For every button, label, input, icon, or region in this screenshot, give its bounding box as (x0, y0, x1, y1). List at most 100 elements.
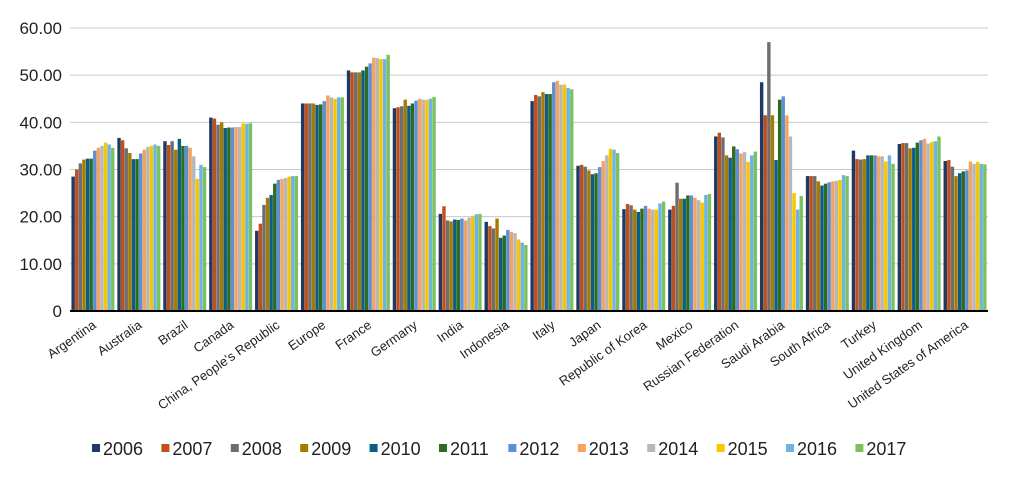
bar (707, 194, 712, 311)
bar (897, 144, 902, 311)
legend-swatch (716, 444, 725, 452)
bar (552, 82, 556, 312)
bar (346, 70, 351, 311)
bar (919, 140, 923, 311)
bar (576, 165, 580, 311)
bar (947, 160, 951, 311)
bar (742, 152, 747, 311)
bar (506, 229, 510, 311)
bar (142, 149, 146, 311)
bar (223, 127, 227, 312)
bar (555, 80, 560, 311)
bar (128, 152, 132, 311)
bar (78, 163, 83, 311)
bar (643, 205, 648, 311)
bar (463, 220, 468, 311)
bar (357, 72, 362, 311)
bar (329, 97, 334, 311)
bar (615, 152, 620, 311)
bar (467, 217, 471, 311)
bar (336, 97, 341, 311)
bar (248, 123, 253, 311)
bar (131, 159, 136, 311)
bar (548, 94, 552, 311)
legend-swatch (855, 444, 864, 452)
bar (216, 124, 220, 311)
bar (696, 200, 701, 311)
bar (682, 198, 686, 311)
bar (445, 220, 450, 311)
bar (265, 197, 270, 311)
legend-label: 2009 (311, 439, 351, 459)
bar (488, 226, 492, 311)
bar (594, 173, 598, 311)
bar (174, 149, 178, 311)
bar (407, 105, 411, 311)
legend-swatch (647, 444, 656, 452)
bar (887, 155, 892, 311)
bar (146, 146, 150, 311)
y-tick-label: 10.00 (19, 255, 62, 274)
bar (300, 103, 305, 311)
bar (75, 169, 79, 311)
bar (781, 96, 785, 311)
bar (926, 143, 930, 311)
bar (449, 221, 453, 311)
bar (612, 149, 616, 311)
bar (89, 158, 93, 311)
legend-swatch (786, 444, 794, 452)
legend-swatch (508, 444, 517, 452)
legend-label: 2016 (797, 439, 837, 459)
bar (322, 101, 326, 311)
bar (276, 179, 281, 311)
bar (668, 209, 672, 311)
bar (908, 148, 912, 311)
bar (661, 201, 666, 311)
bar (689, 195, 694, 311)
bar (308, 103, 312, 311)
bar (524, 244, 528, 311)
bar (421, 99, 425, 311)
bar (163, 141, 167, 311)
bar (212, 118, 217, 311)
bar (880, 156, 884, 311)
bar (237, 127, 242, 311)
bar (498, 237, 503, 311)
bar (629, 205, 633, 311)
bar (873, 155, 877, 311)
bar (209, 117, 213, 312)
bar (884, 161, 888, 311)
bar (693, 197, 697, 311)
bar (816, 181, 821, 311)
bar (671, 205, 676, 311)
bar (184, 145, 189, 311)
bar (280, 178, 284, 311)
legend-swatch (577, 444, 586, 452)
bar (153, 144, 157, 311)
bar (269, 194, 273, 311)
bar (805, 176, 810, 311)
bar (813, 176, 817, 311)
legend-swatch (92, 444, 100, 452)
legend-label: 2012 (519, 439, 559, 459)
bar (704, 194, 708, 311)
bar (933, 141, 938, 311)
bar (156, 145, 161, 311)
bar (361, 70, 365, 311)
bar (234, 127, 238, 311)
bar (460, 218, 464, 311)
bar (785, 115, 789, 311)
bar (972, 163, 976, 311)
bar (262, 204, 266, 312)
bar (333, 98, 337, 311)
bar (700, 202, 704, 311)
bar (255, 230, 259, 311)
bar (364, 66, 369, 312)
bar (311, 103, 316, 311)
bar (717, 132, 722, 311)
bar (625, 203, 630, 311)
bar (651, 209, 655, 311)
bar (570, 89, 574, 311)
x-tick-label: Germany (368, 317, 421, 360)
